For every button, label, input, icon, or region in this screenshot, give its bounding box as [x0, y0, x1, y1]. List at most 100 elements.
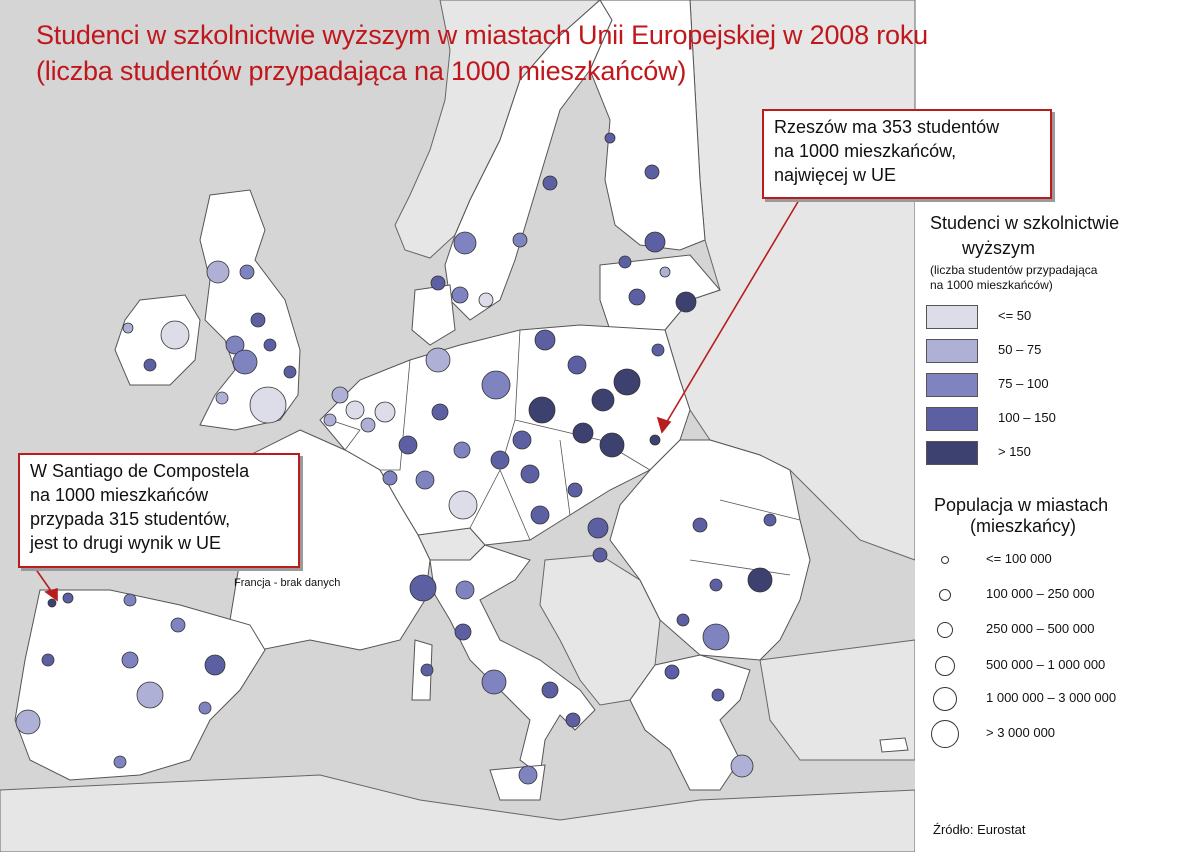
city-circle [323, 413, 337, 427]
city-circle [206, 260, 230, 284]
city-circle [62, 592, 74, 604]
legend-students-title-2: wyższym [962, 238, 1035, 258]
city-circle [122, 322, 134, 334]
legend-swatch [926, 305, 978, 329]
city-circle [420, 663, 434, 677]
city-circle [360, 417, 376, 433]
city-circle [170, 617, 186, 633]
city-circle [618, 255, 632, 269]
legend-swatch [926, 441, 978, 465]
legend-class-label: <= 50 [998, 308, 1032, 323]
city-circle [512, 430, 532, 450]
city-circle [374, 401, 396, 423]
city-circle [567, 482, 583, 498]
city-circle [283, 365, 297, 379]
legend-students-subtitle-2: na 1000 mieszkańców) [930, 278, 1053, 292]
city-circle [143, 358, 157, 372]
city-circle [541, 681, 559, 699]
city-circle [518, 765, 538, 785]
city-circle [415, 470, 435, 490]
country-borders [329, 329, 801, 576]
legend-size-circle [933, 687, 957, 711]
legend-population-label: 1 000 000 – 3 000 000 [986, 690, 1117, 705]
city-circle [454, 623, 472, 641]
city-circle [664, 664, 680, 680]
city-circle [709, 578, 723, 592]
city-circle [481, 669, 507, 695]
city-circle [15, 709, 41, 735]
city-circle [198, 701, 212, 715]
legend-population-subtitle: (mieszkańcy) [970, 516, 1077, 536]
city-circle [587, 517, 609, 539]
legend-class-label: 50 – 75 [998, 342, 1042, 357]
legend-size-circle [931, 720, 959, 748]
city-circle [534, 329, 556, 351]
city-circle [592, 547, 608, 563]
city-circle [604, 132, 616, 144]
legend-size-circle [937, 622, 953, 638]
city-circle [599, 432, 625, 458]
city-circle [702, 623, 730, 651]
legend-swatch [926, 339, 978, 363]
rzeszow-callout: Rzeszów ma 353 studentów na 1000 mieszka… [762, 109, 1052, 199]
city-circle [478, 292, 494, 308]
city-circle [490, 450, 510, 470]
legend-population-label: <= 100 000 [986, 551, 1052, 566]
city-circle [47, 598, 57, 608]
map-subtitle: (liczba studentów przypadająca na 1000 m… [36, 56, 687, 86]
city-circle [530, 505, 550, 525]
city-circle [41, 653, 55, 667]
city-circle [425, 347, 451, 373]
city-circle [398, 435, 418, 455]
legend-size-circle [939, 589, 951, 601]
city-circle [675, 291, 697, 313]
city-circle [644, 231, 666, 253]
city-circle [123, 593, 137, 607]
legend-class-label: > 150 [998, 444, 1031, 459]
legend-class-label: 100 – 150 [998, 410, 1056, 425]
city-circle [263, 338, 277, 352]
callout-arrows [27, 189, 806, 602]
city-circle [451, 286, 469, 304]
map-title: Studenci w szkolnictwie wyższym w miasta… [36, 20, 928, 50]
santiago-callout: W Santiago de Compostela na 1000 mieszka… [18, 453, 300, 568]
legend-population-label: 100 000 – 250 000 [986, 586, 1095, 601]
legend-students-subtitle: (liczba studentów przypadająca [930, 263, 1098, 277]
legend-swatch [926, 407, 978, 431]
city-circle [649, 434, 661, 446]
city-circle [409, 574, 437, 602]
city-circle [249, 386, 287, 424]
city-circle [659, 266, 671, 278]
city-circle [455, 580, 475, 600]
source-note: Źródło: Eurostat [933, 822, 1026, 837]
legend-class-label: 75 – 100 [998, 376, 1049, 391]
city-circle [520, 464, 540, 484]
city-circle [565, 712, 581, 728]
city-circle [692, 517, 708, 533]
city-circle [160, 320, 190, 350]
city-circle [591, 388, 615, 412]
city-circle [250, 312, 266, 328]
city-circle [730, 754, 754, 778]
legend-population-title: Populacja w miastach [934, 495, 1109, 515]
city-circle [676, 613, 690, 627]
legend-size-circle [935, 656, 955, 676]
city-circle [512, 232, 528, 248]
city-circle [430, 275, 446, 291]
city-circle [572, 422, 594, 444]
city-circle [215, 391, 229, 405]
france-no-data-label: Francja - brak danych [234, 577, 341, 589]
city-circle [232, 349, 258, 375]
city-circle [567, 355, 587, 375]
city-circle [453, 231, 477, 255]
city-circle [382, 470, 398, 486]
city-circle [453, 441, 471, 459]
city-circle [239, 264, 255, 280]
legend-population-label: 500 000 – 1 000 000 [986, 657, 1106, 672]
city-circle [628, 288, 646, 306]
city-circle [448, 490, 478, 520]
city-circle [613, 368, 641, 396]
city-circle [542, 175, 558, 191]
city-circle [763, 513, 777, 527]
city-circle [481, 370, 511, 400]
